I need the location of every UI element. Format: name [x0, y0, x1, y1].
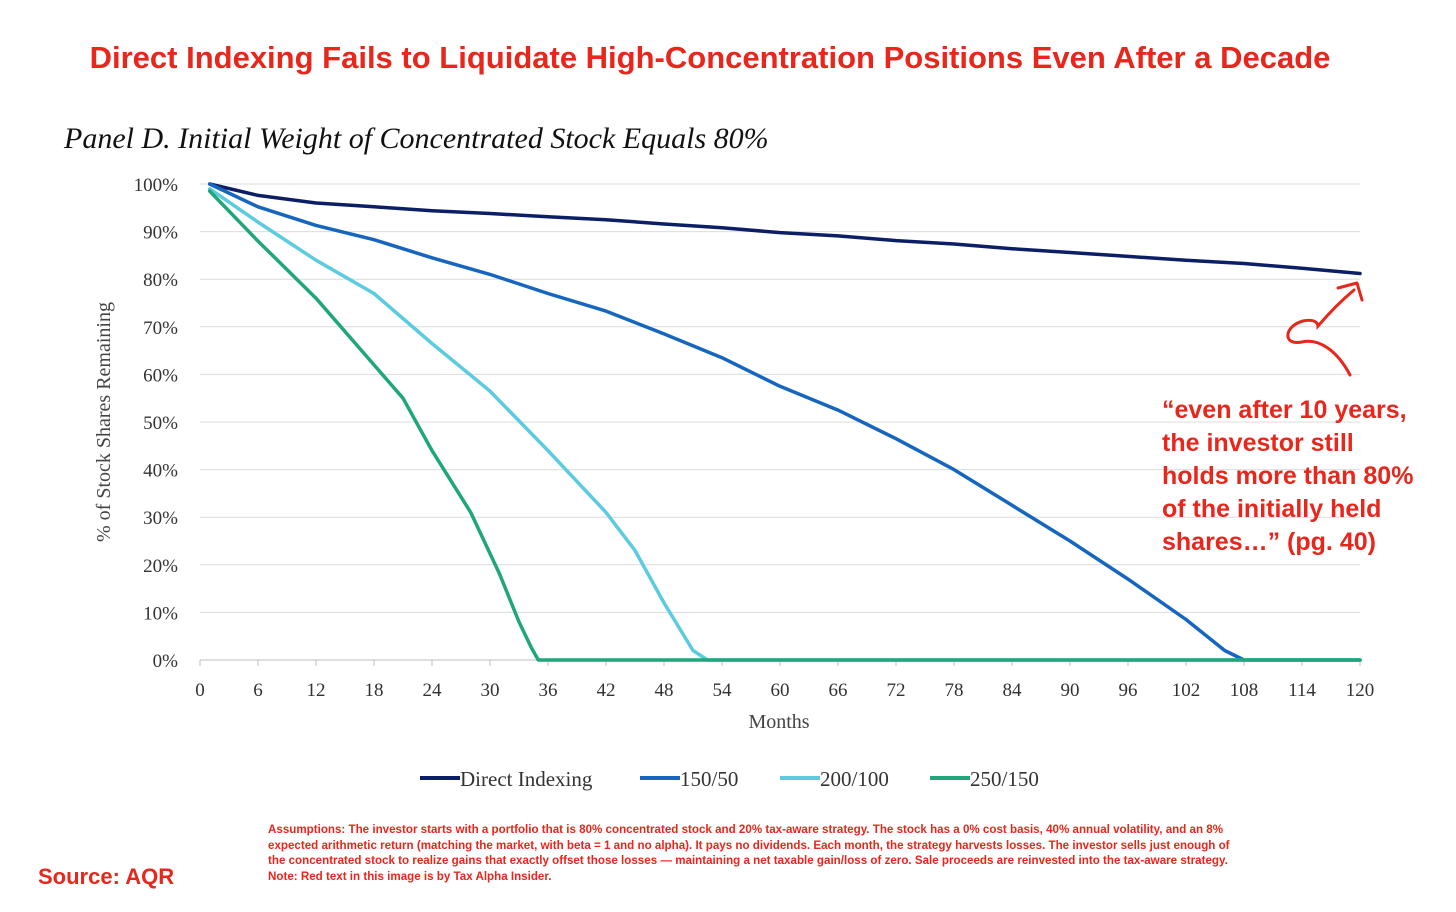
series-lines: [207, 182, 1362, 662]
x-tick-label: 12: [307, 680, 326, 701]
legend-label: Direct Indexing: [460, 767, 593, 791]
callout-line: the investor still: [1162, 429, 1354, 457]
y-tick-label: 10%: [143, 603, 178, 624]
x-tick-label: 108: [1230, 680, 1259, 701]
x-tick-label: 114: [1288, 680, 1316, 701]
assumptions-note: Assumptions: The investor starts with a …: [268, 822, 1428, 884]
source-label: Source: AQR: [38, 864, 175, 889]
y-tick-label: 90%: [143, 223, 178, 244]
y-axis-label: % of Stock Shares Remaining: [93, 302, 115, 542]
callout-line: holds more than 80%: [1162, 462, 1414, 490]
y-tick-label: 100%: [134, 175, 179, 196]
y-tick-label: 20%: [143, 556, 178, 577]
assumptions-line: the concentrated stock to realize gains …: [268, 854, 1228, 868]
series-line-2: [207, 182, 1362, 662]
chart-title: Panel D. Initial Weight of Concentrated …: [64, 122, 769, 155]
x-tick-label: 6: [253, 680, 263, 701]
x-axis-label: Months: [748, 711, 809, 733]
y-tick-label: 70%: [143, 318, 178, 339]
x-tick-label: 18: [365, 680, 384, 701]
legend-label: 200/100: [820, 767, 889, 791]
x-tick-label: 66: [829, 680, 848, 701]
series-line-3: [207, 187, 1362, 662]
x-tick-label: 120: [1346, 680, 1375, 701]
x-tick-label: 102: [1172, 680, 1201, 701]
assumptions-line: Note: Red text in this image is by Tax A…: [268, 869, 552, 883]
y-tick-label: 60%: [143, 365, 178, 386]
y-tick-label: 80%: [143, 270, 178, 291]
grid-lines: [200, 183, 1360, 661]
series-line-1: [207, 182, 1362, 276]
callout-line: “even after 10 years,: [1162, 396, 1407, 424]
x-tick-label: 84: [1003, 680, 1023, 701]
x-tick-label: 96: [1119, 680, 1138, 701]
callout-line: shares…” (pg. 40): [1162, 528, 1376, 556]
x-tick-label: 78: [945, 680, 964, 701]
x-tick-label: 30: [481, 680, 500, 701]
x-tick-label: 54: [713, 680, 733, 701]
x-tick-label: 0: [195, 680, 205, 701]
y-tick-label: 40%: [143, 461, 178, 482]
x-tick-label: 36: [539, 680, 558, 701]
legend-label: 150/50: [680, 767, 738, 791]
x-tick-label: 60: [771, 680, 790, 701]
y-tick-label: 0%: [153, 651, 179, 672]
callout-line: of the initially held: [1162, 495, 1382, 523]
x-tick-label: 24: [423, 680, 443, 701]
x-tick-label: 72: [887, 680, 906, 701]
headline: Direct Indexing Fails to Liquidate High-…: [89, 40, 1331, 75]
y-tick-label: 30%: [143, 508, 178, 529]
callout-quote: “even after 10 years, the investor still…: [1162, 394, 1452, 559]
assumptions-line: expected arithmetic return (matching the…: [268, 838, 1230, 852]
x-tick-label: 90: [1061, 680, 1080, 701]
y-tick-labels: 0% 10% 20% 30% 40% 50% 60% 70% 80% 90% 100%: [134, 175, 179, 672]
annotation-arrow: [1286, 288, 1356, 377]
annotation-arrowhead: [1336, 281, 1364, 302]
legend-label: 250/150: [970, 767, 1039, 791]
legend: Direct Indexing 150/50 200/100 250/150: [420, 767, 1039, 791]
assumptions-line: Assumptions: The investor starts with a …: [268, 823, 1224, 836]
x-tick-label: 42: [597, 680, 616, 701]
y-tick-label: 50%: [143, 413, 178, 434]
x-tick-labels: 0 6 12 18 24 30 36 42 48 54 60 66 72 78 84 90 96 102 108 11…: [195, 660, 1374, 701]
x-tick-label: 48: [655, 680, 674, 701]
series-line-4: [207, 189, 1362, 662]
